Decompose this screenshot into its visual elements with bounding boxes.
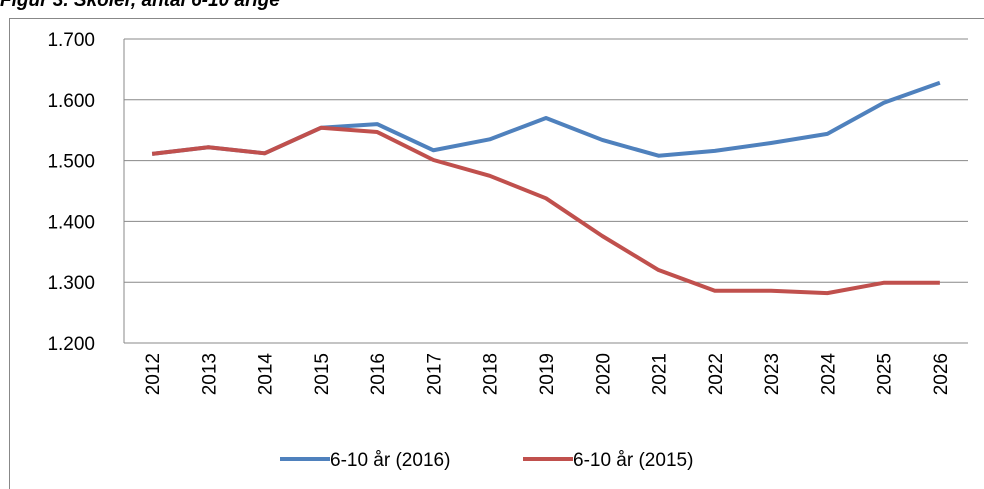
line-series (151, 80, 941, 158)
legend-label: 6-10 år (2015) (573, 450, 693, 471)
legend-label: 6-10 år (2016) (330, 450, 450, 471)
line-series (151, 125, 940, 296)
y-tick-label: 1.500 (47, 152, 95, 173)
x-tick-label: 2018 (481, 353, 502, 395)
x-tick-label: 2021 (650, 353, 671, 395)
x-tick-label: 2026 (931, 353, 952, 395)
x-tick-label: 2013 (199, 353, 220, 395)
x-tick-label: 2025 (875, 353, 896, 395)
x-tick-label: 2015 (312, 353, 333, 395)
y-tick-label: 1.600 (47, 91, 95, 112)
y-tick-label: 1.400 (47, 212, 95, 233)
x-tick-label: 2024 (818, 353, 839, 396)
x-tick-label: 2022 (706, 353, 727, 395)
y-tick-label: 1.300 (47, 273, 95, 294)
x-tick-label: 2023 (762, 353, 783, 395)
chart-frame (9, 18, 984, 489)
x-tick-label: 2016 (368, 353, 389, 395)
x-tick-label: 2020 (593, 353, 614, 395)
chart-title: Figur 3. Skoler, antal 6-10 årige (0, 0, 280, 11)
x-tick-label: 2017 (424, 353, 445, 395)
x-tick-label: 2019 (537, 353, 558, 395)
x-tick-label: 2012 (143, 353, 164, 395)
x-tick-label: 2014 (256, 353, 277, 396)
y-tick-label: 1.700 (47, 30, 95, 51)
y-tick-label: 1.200 (47, 334, 95, 355)
